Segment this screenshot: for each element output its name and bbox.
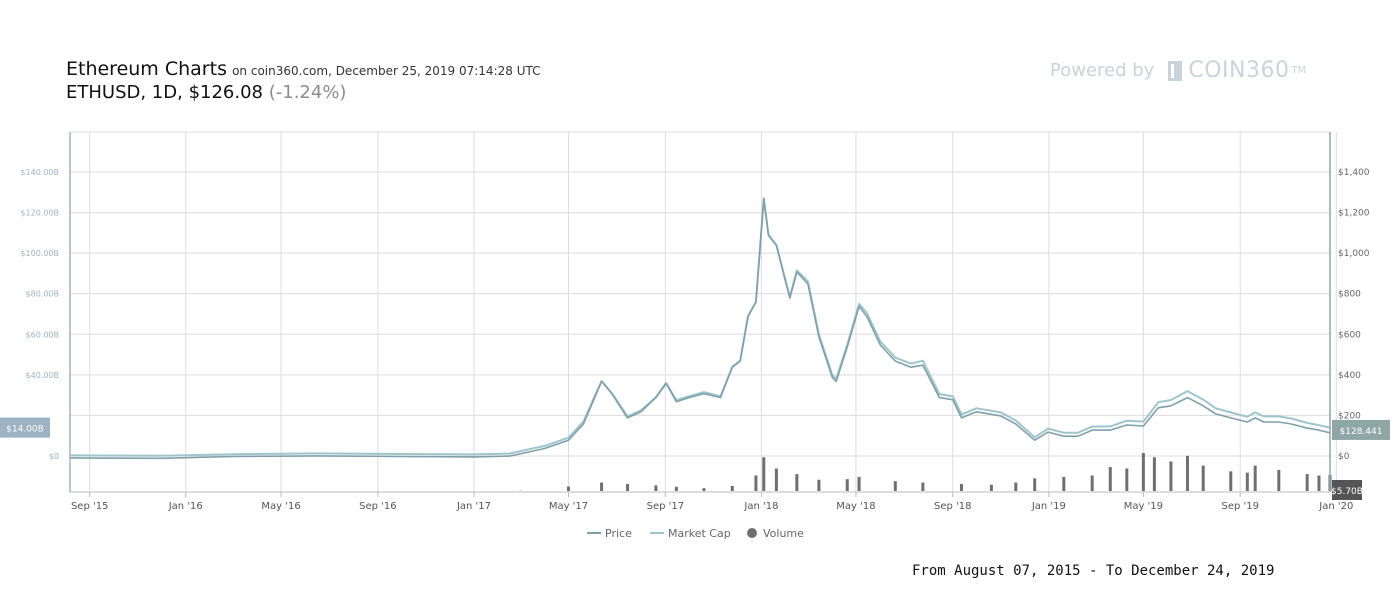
chart-header: Ethereum Charts on coin360.com, December… <box>66 58 541 103</box>
x-tick-label: May '16 <box>261 501 300 512</box>
volume-bar <box>1253 465 1257 491</box>
chart-subtitle: ETHUSD, 1D, $126.08 (-1.24%) <box>66 82 541 103</box>
volume-bar <box>857 476 861 491</box>
left-tick-label: $120.00B <box>20 209 59 218</box>
volume-bars <box>518 453 1332 491</box>
volume-bar <box>730 485 734 491</box>
right-tick-label: $200 <box>1338 411 1361 421</box>
volume-bar <box>702 488 706 491</box>
left-tick-label: $100.00B <box>20 249 59 258</box>
volume-bar <box>795 474 799 491</box>
x-tick-label: May '18 <box>836 501 875 512</box>
chart-title: Ethereum Charts <box>66 58 227 80</box>
title-line: Ethereum Charts on coin360.com, December… <box>66 58 541 80</box>
x-tick-label: Jan '17 <box>456 501 491 512</box>
volume-bar <box>1277 469 1281 491</box>
left-tick-label: $60.00B <box>26 330 59 339</box>
left-tick-label: $140.00B <box>20 168 59 177</box>
x-tick-label: Sep '19 <box>1221 501 1259 512</box>
x-tick-label: May '19 <box>1124 501 1163 512</box>
volume-bar <box>1141 453 1145 491</box>
x-tick-label: May '17 <box>549 501 588 512</box>
x-tick-label: Jan '18 <box>743 501 778 512</box>
volume-bar <box>754 475 758 491</box>
powered-by-branding[interactable]: Powered by COIN360 TM <box>1050 58 1306 83</box>
legend-volume-swatch <box>747 528 757 538</box>
right-tick-label: $1,400 <box>1338 168 1370 178</box>
x-tick-label: Sep '17 <box>647 501 685 512</box>
series-lines <box>69 197 1331 460</box>
price-line <box>69 198 1331 460</box>
legend[interactable]: Price Market Cap Volume <box>587 527 804 540</box>
volume-bar <box>1014 482 1018 491</box>
pair-price: ETHUSD, 1D, $126.08 <box>66 82 263 103</box>
volume-bar <box>566 486 570 491</box>
volume-bar <box>1090 475 1094 491</box>
volume-bar <box>1125 468 1129 491</box>
price-change: (-1.24%) <box>268 82 347 103</box>
volume-bar <box>762 457 766 491</box>
volume-bar <box>1108 467 1112 491</box>
x-tick-label: Sep '15 <box>71 501 109 512</box>
right-tick-label: $1,200 <box>1338 209 1370 219</box>
volume-bar <box>600 482 604 491</box>
volume-bar <box>1317 475 1321 491</box>
volume-bar <box>893 481 897 491</box>
left-current-label: $14.00B <box>6 425 44 435</box>
x-tick-label: Jan '16 <box>168 501 203 512</box>
x-tick-label: Jan '20 <box>1318 501 1353 512</box>
volume-current-badge <box>1332 480 1362 500</box>
left-tick-label: $0 <box>49 452 59 461</box>
left-tick-label: $40.00B <box>26 371 59 380</box>
volume-current-label: $5.70B <box>1331 487 1363 497</box>
volume-bar <box>1229 471 1233 491</box>
volume-bar <box>654 485 658 491</box>
volume-bar <box>1169 461 1173 491</box>
right-tick-label: $600 <box>1338 330 1361 340</box>
tick-labels: Sep '15 Jan '16 May '16 Sep '16 Jan '17 May '… <box>20 168 1369 512</box>
volume-bar <box>1062 476 1066 491</box>
volume-bar <box>774 468 778 491</box>
volume-bar <box>989 484 993 491</box>
right-tick-label: $400 <box>1338 371 1361 381</box>
volume-bar <box>817 479 821 491</box>
volume-bar <box>1305 474 1309 491</box>
x-tick-label: Sep '16 <box>359 501 397 512</box>
x-tick-label: Jan '19 <box>1031 501 1066 512</box>
logo-text: COIN360 <box>1188 58 1290 83</box>
right-current-badge <box>1332 419 1390 440</box>
left-tick-label: $80.00B <box>26 290 59 299</box>
legend-volume-label: Volume <box>763 527 804 540</box>
axes <box>69 132 1337 497</box>
right-tick-label: $0 <box>1338 452 1350 462</box>
volume-bar <box>1201 465 1205 491</box>
trademark: TM <box>1291 65 1307 76</box>
volume-bar <box>1152 457 1156 491</box>
chart-meta: on coin360.com, December 25, 2019 07:14:… <box>232 64 541 78</box>
powered-by-label: Powered by <box>1050 60 1155 81</box>
volume-bar <box>1185 455 1189 491</box>
volume-bar <box>1245 472 1249 491</box>
legend-market-cap-label: Market Cap <box>668 527 731 540</box>
volume-bar <box>959 483 963 491</box>
right-tick-label: $1,000 <box>1338 249 1370 259</box>
x-tick-label: Sep '18 <box>934 501 972 512</box>
volume-bar <box>626 483 630 491</box>
volume-bar <box>845 479 849 491</box>
market-cap-line <box>69 197 1331 457</box>
coin360-logo-icon <box>1168 60 1183 81</box>
left-current-badge <box>0 417 50 438</box>
volume-bar <box>1033 478 1037 491</box>
right-tick-label: $800 <box>1338 290 1361 300</box>
legend-price-label: Price <box>605 527 632 540</box>
current-value-markers: $14.00B $128.441 $5.70B <box>0 417 1390 500</box>
right-current-label: $128.441 <box>1340 427 1383 437</box>
volume-bar <box>674 486 678 491</box>
grid-layer <box>70 131 1337 492</box>
date-range: From August 07, 2015 - To December 24, 2… <box>912 563 1275 579</box>
volume-bar <box>921 482 925 491</box>
